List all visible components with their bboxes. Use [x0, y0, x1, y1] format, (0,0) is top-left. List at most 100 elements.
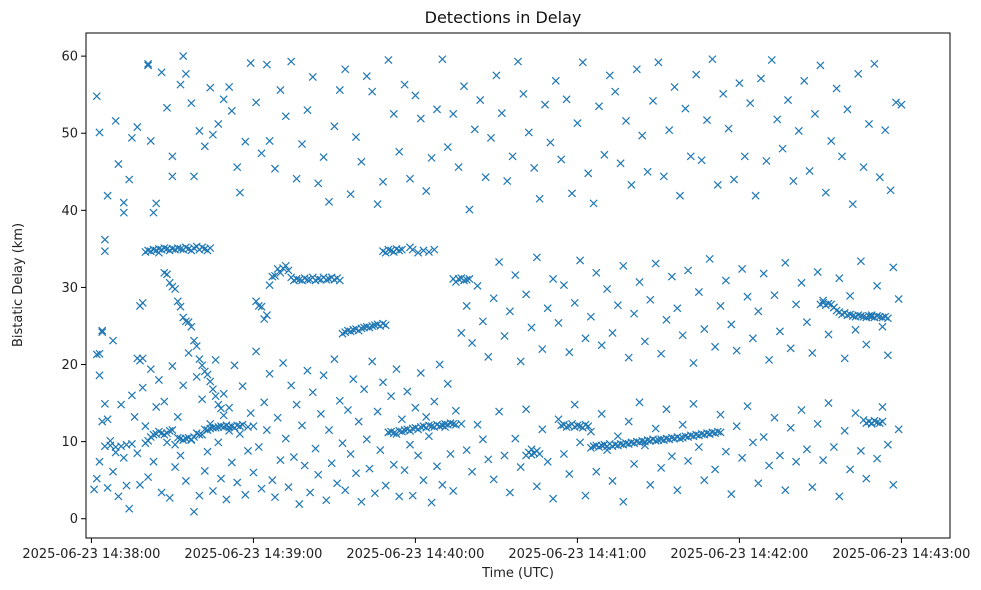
detection-point	[597, 341, 606, 350]
detection-point	[446, 449, 455, 458]
detection-point	[176, 80, 185, 89]
detection-point	[524, 128, 533, 137]
detection-point	[875, 173, 884, 182]
detection-point	[405, 174, 415, 183]
detection-point	[873, 311, 882, 320]
detection-point	[648, 96, 658, 105]
detection-point	[108, 336, 118, 345]
detection-point	[492, 71, 501, 80]
detection-point	[748, 438, 757, 447]
detection-point	[484, 352, 493, 361]
detection-point	[759, 432, 768, 442]
detection-point	[146, 136, 155, 145]
detection-point	[100, 247, 109, 256]
detection-point	[138, 298, 147, 307]
detection-point	[203, 447, 212, 456]
detection-point	[368, 357, 377, 366]
x-tick-label: 2025-06-23 14:42:00	[670, 547, 808, 562]
detection-point	[327, 459, 336, 468]
detection-point	[854, 311, 863, 320]
detection-point	[854, 69, 863, 78]
detection-point	[462, 275, 471, 284]
detection-point	[840, 426, 849, 435]
detection-point	[627, 180, 636, 189]
detection-point	[727, 320, 736, 329]
detection-point	[214, 119, 223, 129]
detection-point	[694, 288, 703, 297]
detection-point	[252, 98, 261, 107]
detection-point	[527, 323, 536, 332]
detection-point	[657, 349, 666, 358]
detection-point	[260, 398, 269, 407]
detection-point	[883, 440, 892, 449]
x-tick-label: 2025-06-23 14:43:00	[832, 547, 970, 562]
detection-point	[743, 402, 752, 411]
detection-point	[157, 488, 166, 497]
detection-point	[630, 459, 639, 469]
detection-point	[227, 458, 236, 467]
detection-point	[160, 397, 169, 406]
detection-point	[384, 55, 393, 65]
detection-point	[489, 294, 498, 303]
detection-point	[673, 304, 682, 313]
detection-point	[308, 72, 317, 81]
detection-point	[897, 100, 906, 109]
detection-point	[227, 106, 236, 115]
detection-point	[829, 442, 838, 452]
detection-point	[449, 109, 458, 118]
y-axis-ticks: 0 10 20 30 40 50 60	[61, 50, 86, 527]
detection-point	[862, 474, 871, 483]
detection-point	[891, 98, 901, 107]
detection-point	[130, 412, 139, 421]
detection-point	[851, 325, 860, 334]
detection-point	[694, 442, 703, 452]
detection-point	[414, 451, 423, 460]
detection-point	[651, 436, 660, 445]
detection-point	[184, 348, 193, 357]
detection-point	[824, 299, 833, 308]
detection-point	[673, 486, 682, 495]
detection-point	[819, 456, 828, 465]
detection-point	[770, 413, 779, 422]
detection-point	[276, 268, 285, 277]
detection-point	[535, 449, 544, 458]
detection-point	[754, 479, 763, 488]
detection-point	[570, 298, 579, 307]
detection-point	[219, 411, 228, 420]
y-tick-label: 30	[61, 281, 78, 296]
detection-point	[819, 296, 828, 305]
detection-point	[281, 434, 290, 443]
detection-point	[667, 452, 676, 461]
detection-point	[600, 150, 609, 159]
detection-point	[246, 59, 255, 68]
detection-point	[351, 469, 361, 478]
detection-point	[478, 435, 487, 444]
detection-point	[765, 461, 774, 470]
detection-point	[92, 474, 101, 483]
detection-point	[748, 334, 757, 343]
detection-point	[295, 275, 304, 284]
detection-point	[430, 245, 439, 254]
detection-point	[98, 328, 107, 337]
detection-point	[616, 159, 625, 168]
detection-point	[670, 82, 679, 91]
detection-point	[270, 493, 280, 502]
detection-point	[505, 307, 514, 316]
detection-point	[214, 438, 223, 447]
detection-point	[621, 116, 631, 125]
detection-point	[203, 370, 212, 379]
detection-point	[276, 86, 285, 95]
detection-point	[257, 302, 266, 311]
detection-point	[195, 126, 204, 135]
detection-point	[851, 409, 860, 418]
detection-point	[883, 314, 892, 323]
detection-point	[457, 419, 466, 428]
detection-point	[546, 138, 555, 147]
detection-point	[422, 412, 431, 421]
detection-point	[727, 490, 736, 499]
detection-point	[508, 152, 517, 161]
detection-point	[238, 420, 247, 429]
detection-point	[716, 410, 725, 419]
detection-point	[495, 257, 504, 267]
detection-point	[810, 109, 820, 118]
